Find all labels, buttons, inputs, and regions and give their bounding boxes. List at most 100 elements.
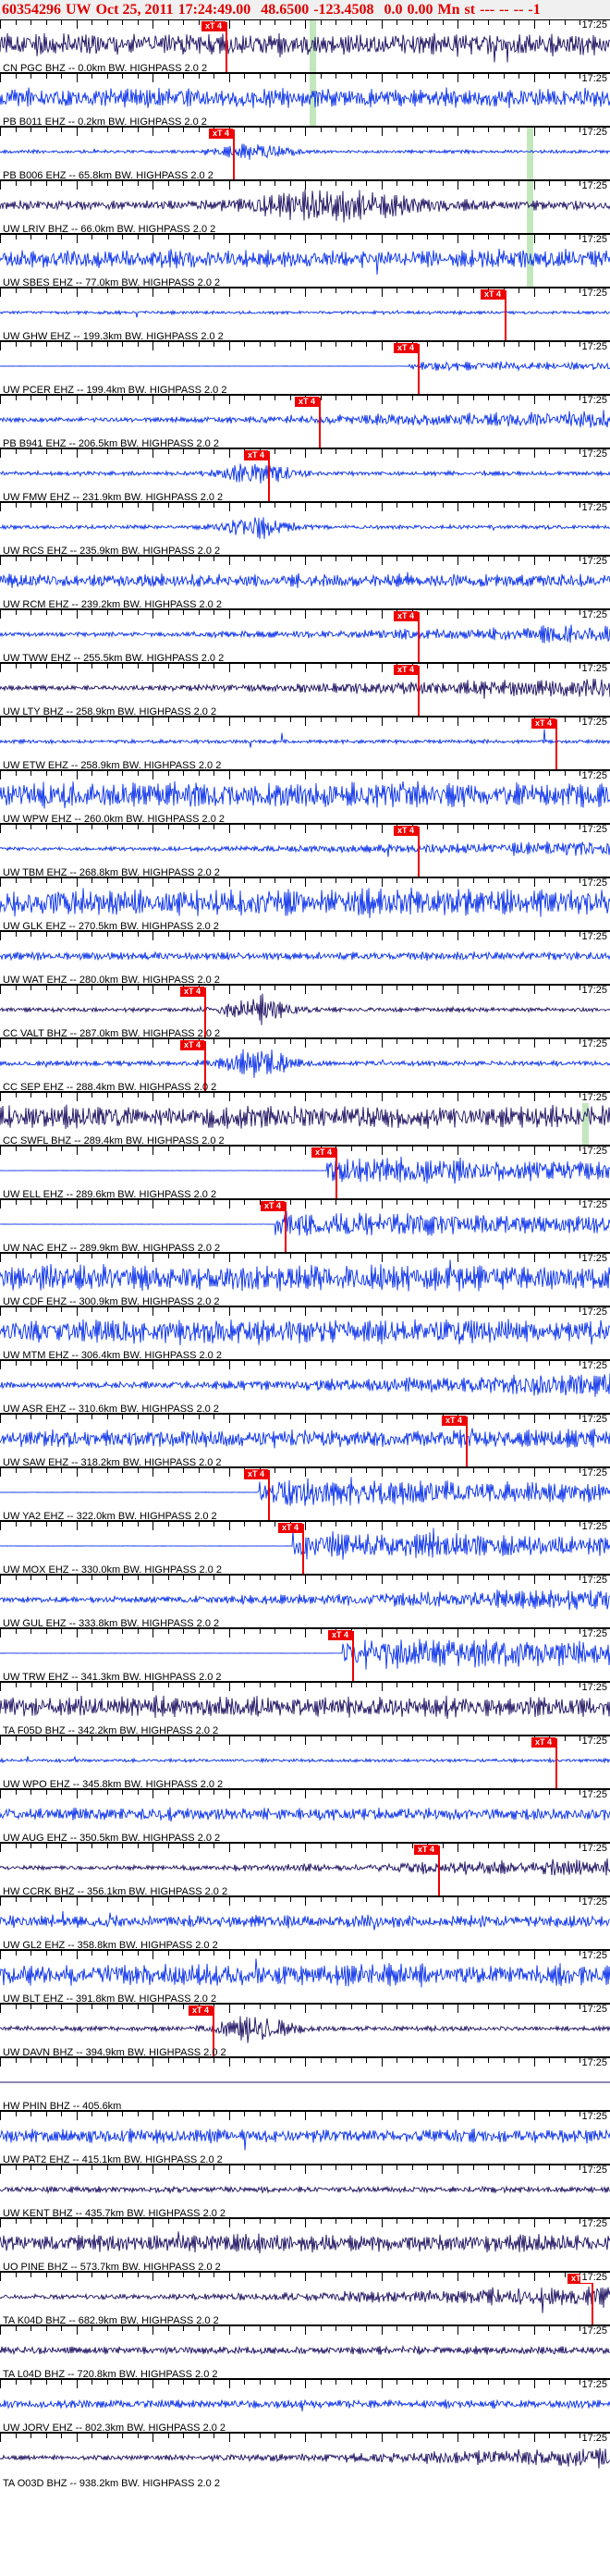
phase-pick-line[interactable] — [505, 290, 506, 340]
trace-row[interactable]: xT 4 17:25 UW LTY BHZ -- 258.9km BW. HIGHP… — [0, 664, 610, 718]
trace-time-label: 17:25 — [580, 1790, 608, 1800]
phase-pick-label[interactable]: xT 4 — [480, 289, 505, 300]
phase-pick-line[interactable] — [418, 612, 420, 662]
phase-pick-line[interactable] — [204, 987, 206, 1037]
phase-pick-label[interactable]: xT 4 — [201, 21, 226, 31]
trace-row[interactable]: 17:25 TA O03D BHZ -- 938.2km BW. HIGHPASS… — [0, 2434, 610, 2487]
phase-pick-line[interactable] — [438, 1846, 440, 1895]
trace-row[interactable]: 17:25 UW SBES EHZ -- 77.0km BW. HIGHPASS … — [0, 235, 610, 288]
phase-pick-line[interactable] — [418, 344, 420, 394]
trace-row[interactable]: xT 4 17:25 HW CCRK BHZ -- 356.1km BW. HIGH… — [0, 1844, 610, 1897]
trace-row[interactable]: 17:25 TA F05D BHZ -- 342.2km BW. HIGHPASS… — [0, 1683, 610, 1736]
trace-row[interactable]: xT 4 17:25 UW GHW EHZ -- 199.3km BW. HIGHP… — [0, 288, 610, 342]
trace-row[interactable]: xT 4 17:25 UW WPO EHZ -- 345.8km BW. HIGHP… — [0, 1736, 610, 1790]
phase-pick-line[interactable] — [418, 827, 420, 877]
trace-station-label: UW ETW EHZ -- 258.9km BW. HIGHPASS 2.0 2 — [3, 760, 222, 771]
trace-row[interactable]: 17:25 UW LRIV BHZ -- 66.0km BW. HIGHPASS … — [0, 181, 610, 235]
trace-station-label: CC SEP EHZ -- 288.4km BW. HIGHPASS 2.0 2 — [3, 1082, 217, 1093]
phase-pick-line[interactable] — [226, 22, 227, 72]
phase-pick-label[interactable]: xT 4 — [393, 665, 418, 675]
trace-row[interactable]: 17:25 UO PINE BHZ -- 573.7km BW. HIGHPASS… — [0, 2219, 610, 2273]
trace-row[interactable]: xT 4 17:25 TA K04D BHZ -- 682.9km BW. HIGH… — [0, 2273, 610, 2326]
trace-row[interactable]: 17:25 UW AUG EHZ -- 350.5km BW. HIGHPASS … — [0, 1790, 610, 1844]
event-field-3: -- — [513, 2, 524, 18]
trace-row[interactable]: 17:25 HW PHIN BHZ -- 405.6km — [0, 2058, 610, 2112]
phase-pick-label[interactable]: xT 4 — [531, 718, 555, 729]
phase-pick-label[interactable]: xT 4 — [393, 343, 418, 353]
trace-row[interactable]: xT 4 17:25 UW MOX EHZ -- 330.0km BW. HIGHP… — [0, 1522, 610, 1576]
phase-pick-line[interactable] — [268, 451, 270, 501]
trace-row[interactable]: 17:25 UW GL2 EHZ -- 358.8km BW. HIGHPASS … — [0, 1897, 610, 1951]
trace-row[interactable]: 17:25 UW PAT2 EHZ -- 415.1km BW. HIGHPASS… — [0, 2112, 610, 2165]
phase-pick-line[interactable] — [592, 2275, 593, 2325]
phase-pick-line[interactable] — [466, 1417, 468, 1466]
trace-row[interactable]: 17:25 UW WAT EHZ -- 280.0km BW. HIGHPASS … — [0, 932, 610, 986]
trace-row[interactable]: xT 4 17:25 UW TBM EHZ -- 268.8km BW. HIGHP… — [0, 825, 610, 878]
trace-row[interactable]: 17:25 UW BLT EHZ -- 391.8km BW. HIGHPASS … — [0, 1951, 610, 2005]
trace-row[interactable]: 17:25 UW RCM EHZ -- 239.2km BW. HIGHPASS … — [0, 557, 610, 610]
trace-row[interactable]: 17:25 UW RCS EHZ -- 235.9km BW. HIGHPASS … — [0, 503, 610, 557]
phase-pick-label[interactable]: xT 4 — [260, 1201, 285, 1211]
trace-row[interactable]: 17:25 UW ASR EHZ -- 310.6km BW. HIGHPASS … — [0, 1361, 610, 1415]
trace-row[interactable]: xT 4 17:25 UW PCER EHZ -- 199.4km BW. HIGH… — [0, 342, 610, 396]
trace-row[interactable]: xT 4 17:25 UW YA2 EHZ -- 322.0km BW. HIGHP… — [0, 1468, 610, 1522]
phase-pick-label[interactable]: xT 4 — [531, 1737, 555, 1748]
phase-pick-label[interactable]: xT 4 — [441, 1416, 466, 1426]
phase-pick-label[interactable]: xT 4 — [311, 1147, 336, 1158]
phase-pick-label[interactable]: xT 4 — [243, 450, 268, 460]
trace-row[interactable]: 17:25 TA L04D BHZ -- 720.8km BW. HIGHPASS… — [0, 2326, 610, 2380]
trace-row[interactable]: xT 4 17:25 CC VALT BHZ -- 287.0km BW. HIGH… — [0, 986, 610, 1039]
event-date: Oct 25, 2011 — [95, 2, 174, 18]
trace-row[interactable]: xT 4 17:25 UW TRW EHZ -- 341.3km BW. HIGHP… — [0, 1629, 610, 1683]
waveform — [0, 1098, 610, 1135]
phase-pick-line[interactable] — [418, 666, 420, 716]
phase-pick-line[interactable] — [555, 1738, 557, 1788]
trace-row[interactable]: xT 4 17:25 UW TWW EHZ -- 255.5km BW. HIGHP… — [0, 610, 610, 664]
phase-pick-label[interactable]: xT 4 — [327, 1630, 352, 1640]
phase-pick-label[interactable]: xT 4 — [179, 987, 204, 997]
trace-row[interactable]: xT 4 17:25 UW NAC EHZ -- 289.9km BW. HIGHP… — [0, 1200, 610, 1254]
trace-row[interactable]: 17:25 UW GLK EHZ -- 270.5km BW. HIGHPASS … — [0, 878, 610, 932]
trace-row[interactable]: xT 4 17:25 CN PGC BHZ -- 0.0km BW. HIGHPAS… — [0, 20, 610, 74]
trace-row[interactable]: 17:25 UW GUL EHZ -- 333.8km BW. HIGHPASS … — [0, 1576, 610, 1629]
event-field-2: -- — [499, 2, 509, 18]
trace-row[interactable]: xT 4 17:25 UW SAW EHZ -- 318.2km BW. HIGHP… — [0, 1415, 610, 1468]
trace-row[interactable]: 17:25 UW JORV EHZ -- 802.3km BW. HIGHPASS… — [0, 2380, 610, 2434]
phase-pick-label[interactable]: xT 4 — [208, 129, 233, 139]
trace-time-label: 17:25 — [580, 1039, 608, 1049]
trace-station-label: HW PHIN BHZ -- 405.6km — [3, 2101, 122, 2112]
trace-row[interactable]: xT 4 17:25 UW DAVN BHZ -- 394.9km BW. HIGH… — [0, 2005, 610, 2058]
phase-pick-label[interactable]: xT 4 — [393, 611, 418, 621]
phase-pick-label[interactable]: xT 4 — [179, 1040, 204, 1050]
phase-pick-line[interactable] — [213, 2006, 214, 2056]
trace-row[interactable]: 17:25 CC SWFL BHZ -- 289.4km BW. HIGHPASS… — [0, 1093, 610, 1147]
phase-pick-line[interactable] — [319, 398, 321, 448]
phase-pick-line[interactable] — [268, 1470, 270, 1520]
trace-row[interactable]: 17:25 UW KENT BHZ -- 435.7km BW. HIGHPASS… — [0, 2165, 610, 2219]
phase-pick-label[interactable]: xT 4 — [188, 2006, 213, 2016]
phase-pick-label[interactable]: xT 4 — [567, 2274, 592, 2284]
phase-pick-line[interactable] — [336, 1148, 337, 1198]
trace-row[interactable]: 17:25 UW MTM EHZ -- 306.4km BW. HIGHPASS … — [0, 1307, 610, 1361]
phase-pick-label[interactable]: xT 4 — [393, 826, 418, 836]
phase-pick-label[interactable]: xT 4 — [243, 1469, 268, 1479]
phase-pick-line[interactable] — [555, 719, 557, 769]
phase-pick-line[interactable] — [233, 129, 235, 179]
trace-row[interactable]: 17:25 UW WPW EHZ -- 260.0km BW. HIGHPASS … — [0, 771, 610, 825]
phase-pick-label[interactable]: xT 4 — [413, 1845, 438, 1855]
trace-row[interactable]: xT 4 17:25 CC SEP EHZ -- 288.4km BW. HIGHP… — [0, 1039, 610, 1093]
phase-pick-line[interactable] — [352, 1631, 354, 1681]
trace-row[interactable]: 17:25 UW CDF EHZ -- 300.9km BW. HIGHPASS … — [0, 1254, 610, 1307]
trace-row[interactable]: xT 4 17:25 UW FMW EHZ -- 231.9km BW. HIGHP… — [0, 449, 610, 503]
trace-row[interactable]: xT 4 17:25 UW ETW EHZ -- 258.9km BW. HIGHP… — [0, 718, 610, 771]
trace-row[interactable]: xT 4 17:25 UW ELL EHZ -- 289.6km BW. HIGHP… — [0, 1147, 610, 1200]
phase-pick-label[interactable]: xT 4 — [277, 1523, 302, 1533]
trace-station-label: TA O03D BHZ -- 938.2km BW. HIGHPASS 2.0 … — [3, 2478, 220, 2487]
trace-row[interactable]: xT 4 17:25 PB B006 EHZ -- 65.8km BW. HIGHP… — [0, 128, 610, 181]
trace-row[interactable]: 17:25 PB B011 EHZ -- 0.2km BW. HIGHPASS 2… — [0, 74, 610, 128]
phase-pick-label[interactable]: xT 4 — [294, 397, 319, 407]
phase-pick-line[interactable] — [204, 1041, 206, 1091]
phase-pick-line[interactable] — [302, 1524, 304, 1574]
trace-row[interactable]: xT 4 17:25 PB B941 EHZ -- 206.5km BW. HIGH… — [0, 396, 610, 449]
phase-pick-line[interactable] — [285, 1202, 287, 1252]
